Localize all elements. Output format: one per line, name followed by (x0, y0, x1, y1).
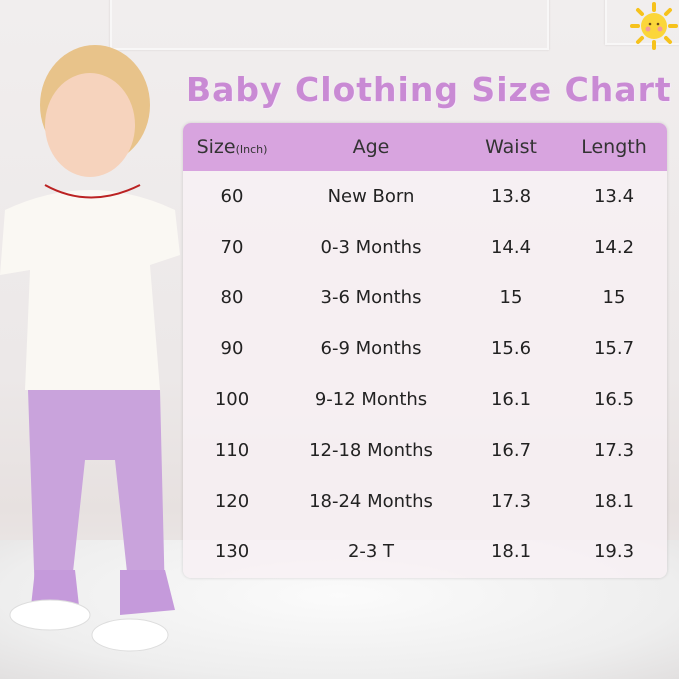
cell-size: 80 (220, 287, 244, 309)
table-row: 90 6-9 Months 15.6 15.7 (183, 323, 667, 374)
cell-waist: 13.8 (490, 185, 532, 207)
header-length: Length (581, 136, 647, 158)
table-row: 120 18-24 Months 17.3 18.1 (183, 476, 667, 527)
chart-title: Baby Clothing Size Chart (186, 70, 672, 109)
cell-waist: 16.7 (490, 439, 532, 461)
cell-length: 15 (602, 287, 626, 309)
cell-waist: 16.1 (490, 389, 532, 411)
table-row: 80 3-6 Months 15 15 (183, 273, 667, 324)
header-age: Age (352, 136, 390, 158)
size-table: Size(Inch) Age Waist Length 60 New Born 13… (183, 123, 667, 578)
table-row: 60 New Born 13.8 13.4 (183, 171, 667, 222)
cell-age: 12-18 Months (309, 439, 433, 461)
cell-waist: 14.4 (490, 236, 532, 258)
cell-length: 14.2 (593, 236, 635, 258)
cell-age: 0-3 Months (320, 236, 422, 258)
wall-panel (110, 0, 549, 50)
cell-length: 16.5 (593, 389, 635, 411)
table-header: Size(Inch) Age Waist Length (183, 123, 667, 171)
cell-waist: 15 (499, 287, 523, 309)
cell-age: 18-24 Months (309, 490, 433, 512)
cell-size: 70 (220, 236, 244, 258)
header-size-unit: (Inch) (235, 143, 268, 156)
table-row: 110 12-18 Months 16.7 17.3 (183, 425, 667, 476)
cell-length: 18.1 (593, 490, 635, 512)
table-row: 130 2-3 T 18.1 19.3 (183, 527, 667, 578)
cell-age: 2-3 T (347, 541, 395, 563)
cell-length: 17.3 (593, 439, 635, 461)
cell-size: 130 (214, 541, 250, 563)
sun-icon (630, 2, 678, 50)
cell-length: 13.4 (593, 185, 635, 207)
cell-size: 60 (220, 185, 244, 207)
cell-length: 19.3 (593, 541, 635, 563)
header-size-label: Size (196, 136, 236, 158)
cell-age: New Born (327, 185, 415, 207)
cell-waist: 15.6 (490, 338, 532, 360)
cell-size: 100 (214, 389, 250, 411)
cell-age: 9-12 Months (314, 389, 428, 411)
table-row: 100 9-12 Months 16.1 16.5 (183, 374, 667, 425)
cell-waist: 18.1 (490, 541, 532, 563)
cell-age: 3-6 Months (320, 287, 422, 309)
baby-photo (0, 45, 180, 652)
cell-age: 6-9 Months (320, 338, 422, 360)
header-waist: Waist (485, 136, 537, 158)
cell-length: 15.7 (593, 338, 635, 360)
cell-waist: 17.3 (490, 490, 532, 512)
cell-size: 90 (220, 338, 244, 360)
cell-size: 110 (214, 439, 250, 461)
cell-size: 120 (214, 490, 250, 512)
header-size: Size(Inch) (183, 136, 281, 158)
table-row: 70 0-3 Months 14.4 14.2 (183, 222, 667, 273)
wall-panel (605, 0, 679, 45)
